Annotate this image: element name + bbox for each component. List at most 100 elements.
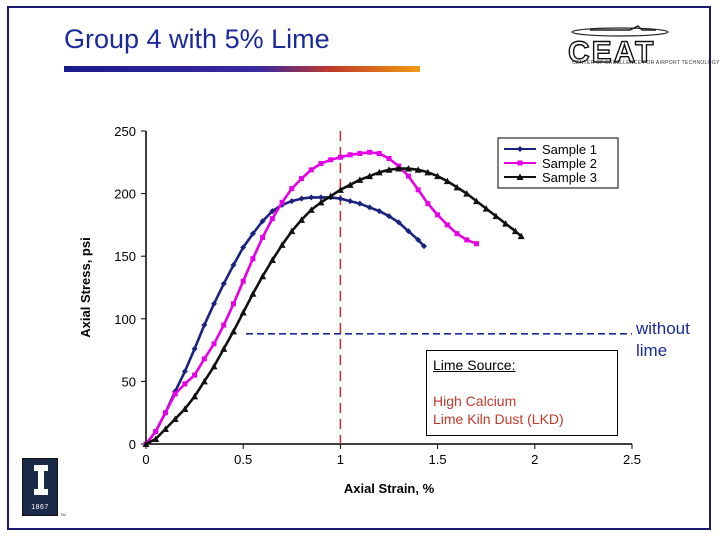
without-lime-label: without lime <box>636 318 690 362</box>
data-point <box>511 227 519 235</box>
data-point <box>444 222 450 228</box>
data-point <box>347 152 353 158</box>
data-point <box>443 177 451 185</box>
data-point <box>502 220 510 227</box>
data-point <box>386 213 392 220</box>
data-point <box>517 232 525 240</box>
data-point <box>278 241 286 248</box>
data-point <box>288 198 295 205</box>
data-point <box>260 234 266 240</box>
data-point <box>404 165 412 172</box>
data-point <box>259 272 267 280</box>
reference-lines <box>246 131 632 444</box>
x-tick-label: 2 <box>531 452 538 467</box>
y-tick-label: 200 <box>114 187 136 202</box>
data-point <box>473 241 479 247</box>
data-point <box>336 186 344 193</box>
ceat-logo-text: CEAT <box>568 36 655 69</box>
y-tick-label: 150 <box>114 249 136 264</box>
data-point <box>308 194 315 201</box>
x-tick-label: 1.5 <box>429 452 447 467</box>
data-point <box>346 181 354 188</box>
university-seal: 1867 <box>22 458 58 516</box>
data-point <box>191 392 199 400</box>
data-point <box>328 157 334 163</box>
series-3 <box>142 165 525 447</box>
data-point <box>337 154 343 160</box>
data-point <box>414 166 422 173</box>
data-point <box>220 280 227 287</box>
ceat-logo-subtitle: CENTER OF EXCELLENCE FOR AIRPORT TECHNOL… <box>572 60 720 66</box>
data-point <box>210 362 218 370</box>
data-point <box>464 237 470 243</box>
lime-source-heading: Lime Source: <box>433 357 516 373</box>
y-tick-label: 0 <box>129 437 136 452</box>
data-point <box>453 183 461 191</box>
ceat-logo: CEAT <box>567 25 669 70</box>
data-point <box>153 428 159 434</box>
data-point <box>376 151 382 157</box>
data-point <box>366 204 373 211</box>
y-axis-label: Axial Stress, psi <box>78 237 93 337</box>
data-point <box>239 309 247 316</box>
data-point <box>308 167 314 173</box>
data-point <box>288 227 296 235</box>
data-point <box>424 168 432 176</box>
data-point <box>201 322 208 329</box>
data-point <box>201 356 207 362</box>
data-point <box>162 410 168 416</box>
data-point <box>366 172 374 180</box>
slide-frame <box>7 6 711 530</box>
data-point <box>516 173 524 180</box>
data-point <box>425 201 431 207</box>
lime-source-line-1: High Calcium <box>433 393 517 409</box>
data-point <box>221 322 227 328</box>
y-tick-label: 250 <box>114 124 136 139</box>
data-point <box>307 206 315 213</box>
x-tick-label: 0 <box>142 452 149 467</box>
legend-entry: Sample 2 <box>542 156 597 171</box>
data-point <box>415 236 422 243</box>
x-tick-label: 1 <box>337 452 344 467</box>
data-point <box>249 230 256 237</box>
title-underline <box>64 66 420 72</box>
data-point <box>279 199 285 205</box>
data-point <box>367 149 373 155</box>
data-point <box>181 405 189 412</box>
trademark-mark: TM <box>60 512 66 517</box>
data-point <box>420 243 427 250</box>
data-point <box>181 368 188 375</box>
series-3-line <box>145 167 523 446</box>
legend-entry: Sample 1 <box>542 142 597 157</box>
data-point <box>405 173 411 179</box>
data-point <box>298 216 306 223</box>
data-point <box>142 440 150 447</box>
data-point <box>357 151 363 157</box>
data-point <box>472 197 480 205</box>
data-point <box>230 261 237 268</box>
data-point <box>152 435 160 442</box>
slide-title: Group 4 with 5% Lime <box>64 24 330 54</box>
legend-entry: Sample 3 <box>542 170 597 185</box>
without-lime-label-line-2: lime <box>636 341 668 360</box>
data-point <box>435 212 441 218</box>
data-point <box>250 256 256 262</box>
data-point <box>229 327 237 335</box>
series-group <box>142 149 525 447</box>
data-point <box>240 244 247 251</box>
data-point <box>298 195 305 202</box>
data-point <box>434 172 442 180</box>
data-point <box>269 208 276 215</box>
data-point <box>269 216 275 222</box>
x-axis-label: Axial Strain, % <box>344 481 435 496</box>
data-point <box>395 165 403 172</box>
y-ticks: 0 50 100 150 200 250 <box>114 124 146 452</box>
x-tick-label: 0.5 <box>234 452 252 467</box>
data-point <box>385 166 393 173</box>
data-point <box>492 212 500 220</box>
data-point <box>356 200 363 207</box>
data-point <box>172 391 178 397</box>
data-point <box>289 186 295 192</box>
